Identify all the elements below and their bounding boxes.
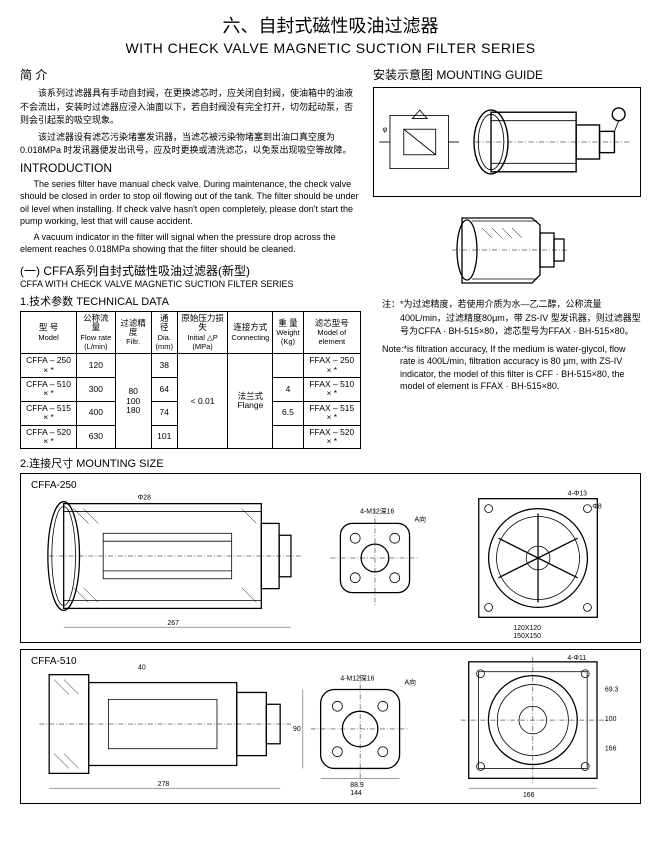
svg-text:A向: A向 bbox=[415, 515, 427, 524]
section1-en: CFFA WITH CHECK VALVE MAGNETIC SUCTION F… bbox=[20, 279, 361, 289]
left-column: 简 介 该系列过滤器具有手动自封阀，在更换滤芯时，应关闭自封阀，使油箱中的油液不… bbox=[20, 66, 361, 449]
svg-text:144: 144 bbox=[350, 790, 362, 797]
svg-text:A向: A向 bbox=[405, 678, 417, 687]
drawing-cffa-510: CFFA-510 40 278 4-M12深16 bbox=[20, 649, 641, 804]
intro-p2-cn: 该过滤器设有滤芯污染堵塞发讯器，当滤芯被污染物堵塞到出油口真空度为 0.018M… bbox=[20, 131, 361, 158]
svg-text:90: 90 bbox=[293, 726, 301, 733]
table-header-row: 型 号Model 公称流量Flow rate(L/min) 过滤精度Filtr.… bbox=[21, 312, 361, 354]
intro-head-cn: 简 介 bbox=[20, 66, 361, 83]
tech-head: 1.技术参数 TECHNICAL DATA bbox=[20, 293, 361, 309]
svg-text:150X150: 150X150 bbox=[513, 633, 541, 640]
section1-cn: (一) CFFA系列自封式磁性吸油过滤器(新型) bbox=[20, 262, 361, 279]
right-column: 安装示意图 MOUNTING GUIDE φ bbox=[373, 66, 641, 449]
intro-p1-cn: 该系列过滤器具有手动自封阀，在更换滤芯时，应关闭自封阀，使油箱中的油液不会流出，… bbox=[20, 87, 361, 128]
svg-text:Φ8: Φ8 bbox=[592, 504, 602, 511]
table-row: CFFA – 250 × * 120 80 100 180 38 < 0.01 … bbox=[21, 354, 361, 378]
mount-size-head: 2.连接尺寸 MOUNTING SIZE bbox=[20, 455, 641, 471]
mount-guide-head: 安装示意图 MOUNTING GUIDE bbox=[373, 66, 641, 83]
intro-head-en: INTRODUCTION bbox=[20, 161, 361, 175]
mount-guide-drawing-upper: φ bbox=[373, 87, 641, 197]
svg-text:267: 267 bbox=[167, 620, 179, 627]
svg-text:Φ28: Φ28 bbox=[138, 495, 151, 502]
drawing-label-250: CFFA-250 bbox=[31, 480, 77, 491]
svg-text:4-Φ13: 4-Φ13 bbox=[568, 491, 587, 498]
intro-p2-en: A vacuum indicator in the filter will si… bbox=[20, 231, 361, 256]
note-en: Note:*is filtration accuracy, If the med… bbox=[373, 343, 641, 393]
svg-text:69.3: 69.3 bbox=[605, 687, 619, 694]
svg-text:166: 166 bbox=[523, 792, 535, 799]
svg-text:40: 40 bbox=[138, 665, 146, 672]
svg-text:4-M12深16: 4-M12深16 bbox=[340, 674, 374, 683]
spec-table: 型 号Model 公称流量Flow rate(L/min) 过滤精度Filtr.… bbox=[20, 311, 361, 449]
intro-p1-en: The series filter have manual check valv… bbox=[20, 178, 361, 228]
drawing-label-510: CFFA-510 bbox=[31, 656, 77, 667]
drawing-cffa-250: CFFA-250 Φ28 267 bbox=[20, 473, 641, 643]
title-cn: 六、自封式磁性吸油过滤器 bbox=[20, 12, 641, 38]
title-en: WITH CHECK VALVE MAGNETIC SUCTION FILTER… bbox=[20, 40, 641, 56]
svg-text:φ: φ bbox=[383, 124, 388, 133]
mount-guide-drawing-lower bbox=[373, 203, 641, 298]
svg-text:100: 100 bbox=[605, 716, 617, 723]
svg-text:4-M12深16: 4-M12深16 bbox=[360, 507, 394, 516]
svg-text:120X120: 120X120 bbox=[513, 625, 541, 632]
svg-text:166: 166 bbox=[605, 746, 617, 753]
svg-text:4-Φ11: 4-Φ11 bbox=[567, 655, 586, 662]
note-cn: 注：*为过滤精度，若使用介质为水—乙二醇，公称流量400L/min，过滤精度80… bbox=[373, 298, 641, 339]
svg-text:88.9: 88.9 bbox=[350, 782, 364, 789]
svg-text:278: 278 bbox=[158, 781, 170, 788]
